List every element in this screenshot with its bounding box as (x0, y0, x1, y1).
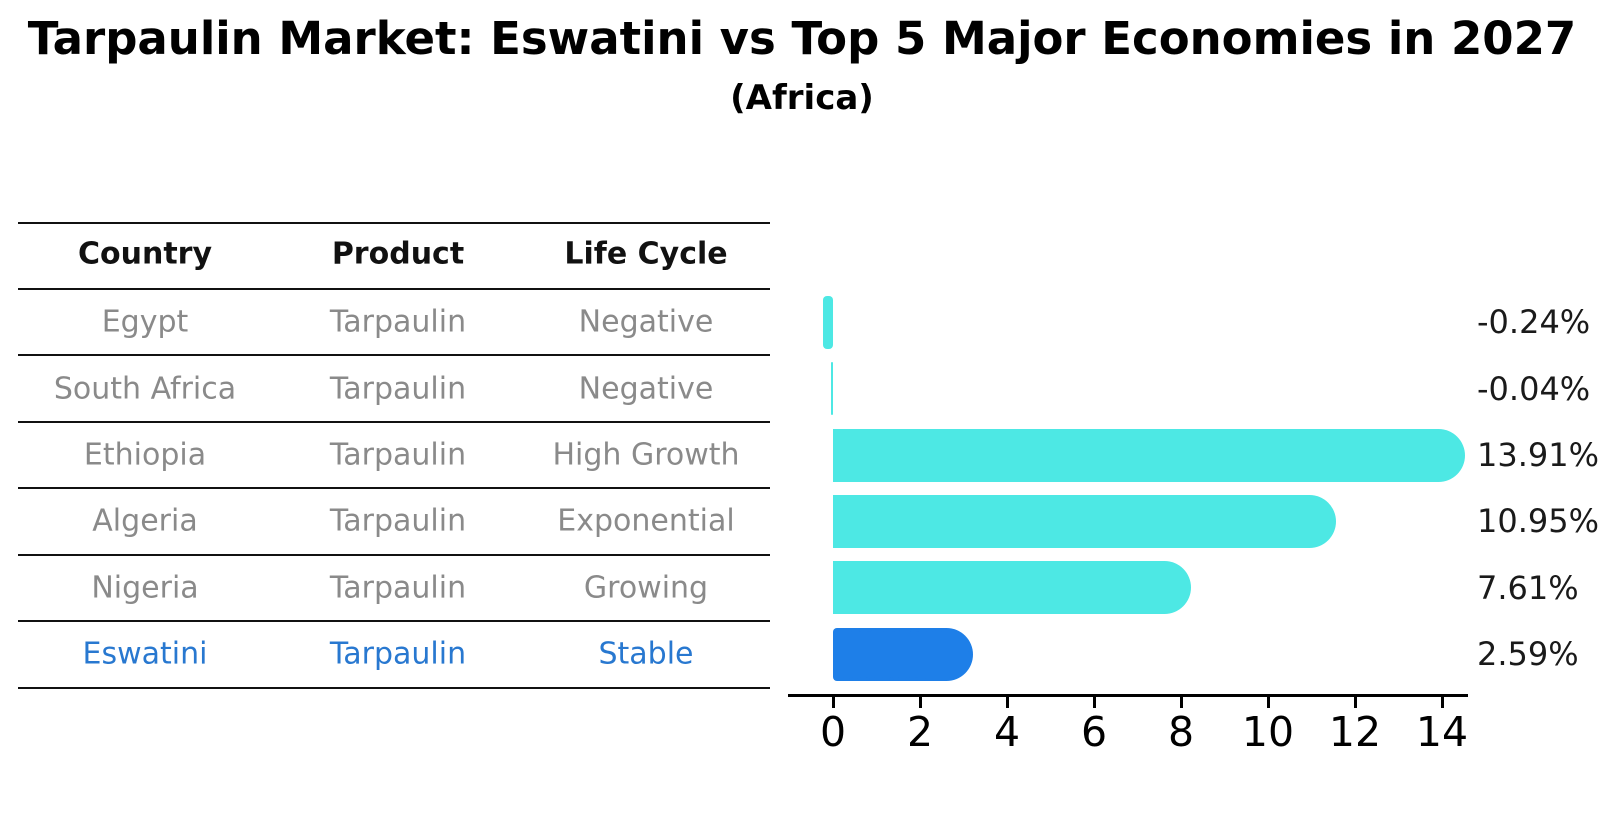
table-cell-country: Egypt (101, 304, 189, 340)
chart-subtitle: (Africa) (730, 78, 874, 118)
chart-title: Tarpaulin Market: Eswatini vs Top 5 Majo… (27, 12, 1577, 65)
x-tick-label: 6 (1080, 708, 1108, 756)
bar-highlight (833, 627, 973, 681)
x-tick-label: 14 (1415, 708, 1469, 756)
table-separator-line (18, 354, 770, 356)
bar-value-label: 13.91% (1477, 436, 1600, 474)
table-cell-country: Algeria (92, 503, 198, 539)
bar (833, 561, 1192, 615)
table-separator-line (18, 421, 770, 423)
table-cell-product: Tarpaulin (329, 570, 467, 606)
table-cell-country: Nigeria (91, 570, 199, 606)
bar (833, 494, 1337, 548)
bar (833, 428, 1466, 482)
x-tick-label: 10 (1241, 708, 1295, 756)
x-tick-mark (1353, 695, 1357, 708)
bar-value-label: -0.04% (1477, 369, 1591, 408)
column-header-country: Country (77, 236, 213, 272)
x-tick-label: 8 (1167, 708, 1195, 756)
x-tick-label: 2 (906, 708, 934, 756)
table-cell-life-cycle: Negative (578, 304, 714, 340)
x-tick-label: 12 (1328, 708, 1382, 756)
x-tick-mark (831, 695, 835, 708)
table-separator-line (18, 487, 770, 489)
table-cell-life-cycle: Growing (583, 570, 709, 606)
x-tick-mark (1092, 695, 1096, 708)
table-separator-line (18, 687, 770, 689)
table-separator-line (18, 222, 770, 224)
table-cell-life-cycle: Stable (598, 636, 694, 672)
table-separator-line (18, 288, 770, 290)
table-cell-product: Tarpaulin (329, 371, 467, 407)
column-header-life-cycle: Life Cycle (564, 236, 728, 272)
table-cell-country: Eswatini (82, 636, 208, 672)
x-tick-mark (1005, 695, 1009, 708)
x-tick-mark (1266, 695, 1270, 708)
table-cell-life-cycle: High Growth (552, 437, 740, 473)
bar (831, 362, 833, 416)
table-cell-product: Tarpaulin (329, 636, 467, 672)
x-axis-line (788, 694, 1468, 697)
table-cell-life-cycle: Exponential (557, 503, 735, 539)
table-separator-line (18, 620, 770, 622)
table-cell-country: South Africa (53, 371, 237, 407)
table-cell-product: Tarpaulin (329, 503, 467, 539)
x-tick-mark (1179, 695, 1183, 708)
table-cell-product: Tarpaulin (329, 437, 467, 473)
table-separator-line (18, 554, 770, 556)
bar-value-label: -0.24% (1477, 303, 1591, 342)
table-cell-life-cycle: Negative (578, 371, 714, 407)
table-cell-country: Ethiopia (83, 437, 207, 473)
x-tick-label: 4 (993, 708, 1021, 756)
x-tick-label: 0 (819, 708, 847, 756)
column-header-product: Product (331, 236, 465, 272)
bar-value-label: 7.61% (1477, 568, 1579, 607)
bar-value-label: 10.95% (1477, 502, 1600, 541)
bar (822, 295, 833, 349)
table-cell-product: Tarpaulin (329, 304, 467, 340)
x-tick-mark (918, 695, 922, 708)
x-tick-mark (1440, 695, 1444, 708)
bar-value-label: 2.59% (1477, 635, 1579, 674)
